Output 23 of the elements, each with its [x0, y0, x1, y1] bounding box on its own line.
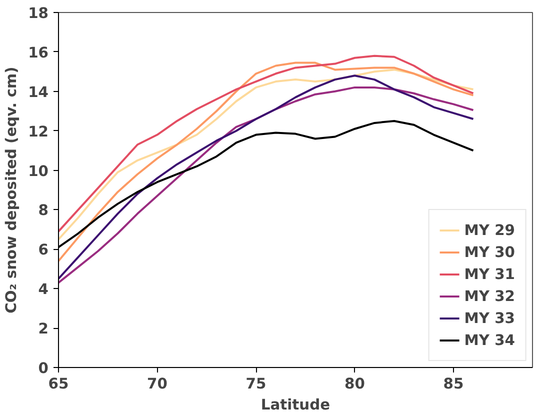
y-tick-label: 6 [38, 242, 49, 259]
y-tick-label: 16 [28, 44, 49, 62]
legend-label: MY 30 [464, 244, 515, 260]
x-tick-label: 80 [344, 376, 365, 392]
y-tick-label: 14 [28, 84, 49, 101]
x-tick-label: 75 [246, 376, 266, 392]
y-tick-label: 0 [38, 360, 49, 377]
y-tick-label: 8 [38, 202, 49, 220]
legend-label: MY 34 [464, 332, 515, 348]
x-tick-label: 70 [147, 376, 168, 392]
y-tick-label: 4 [38, 281, 49, 298]
x-tick-label: 85 [443, 376, 464, 392]
legend-label: MY 33 [464, 310, 515, 326]
x-tick-label: 65 [48, 376, 69, 392]
y-tick-label: 10 [28, 162, 49, 180]
legend-label: MY 29 [464, 222, 515, 238]
y-axis-title: CO₂ snow deposited (eqv. cm) [3, 66, 20, 314]
y-tick-label: 18 [28, 5, 49, 22]
legend-label: MY 32 [464, 288, 515, 304]
y-tick-label: 2 [38, 320, 49, 338]
legend-label: MY 31 [464, 266, 515, 282]
x-axis-title: Latitude [260, 396, 330, 414]
y-tick-label: 12 [28, 123, 49, 140]
